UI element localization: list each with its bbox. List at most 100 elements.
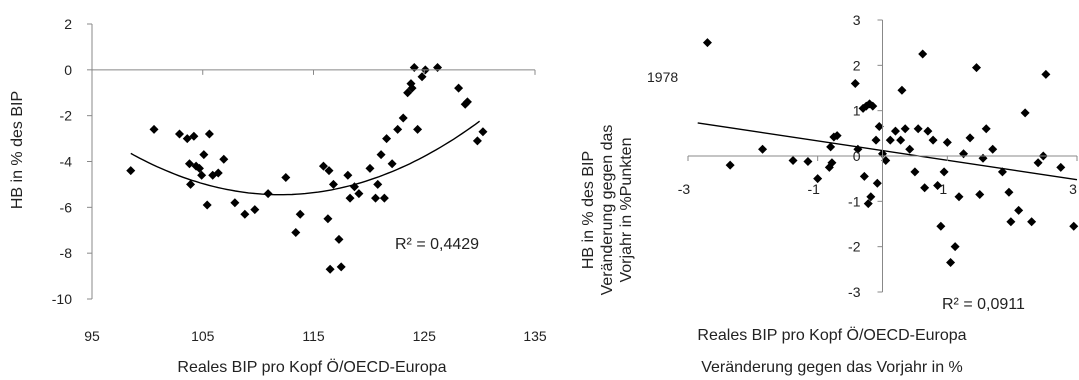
left-r2-label: R² = 0,4429 [395,236,479,253]
left-x-tick-label: 125 [413,328,437,344]
right-data-point [725,160,735,170]
left-y-tick-label: -6 [60,199,73,215]
right-data-point [988,144,998,154]
left-data-point [373,179,383,189]
right-data-point [859,171,869,181]
left-data-point [263,189,273,199]
right-data-point [933,180,943,190]
left-x-axis-title: Reales BIP pro Kopf Ö/OECD-Europa [177,358,446,376]
left-y-axis: -10 -8 -6 -4 -2 0 2 [52,16,93,307]
right-data-point [981,124,991,134]
right-data-point [863,199,873,209]
right-chart: -3 -1 1 3 -3 -2 -1 0 1 2 3 1978 R² = 0,0911 Reale… [580,12,1079,376]
right-y-tick-label: -2 [848,239,861,255]
left-data-point [149,124,159,134]
right-data-point [913,124,923,134]
left-data-point [295,209,305,219]
left-x-tick-label: 115 [302,328,325,344]
left-data-point [194,163,204,173]
right-data-point [1004,187,1014,197]
left-data-point [382,134,392,144]
right-data-point [897,85,907,95]
right-data-point [1014,205,1024,215]
left-data-point [325,264,335,274]
left-y-tick-label: 0 [64,62,72,78]
right-data-point [923,126,933,136]
right-data-point [900,124,910,134]
right-data-point [946,258,956,268]
left-chart: 95 105 115 125 135 -10 -8 -6 -4 -2 0 2 R² = 0,4429… [9,16,547,376]
right-data-point [872,178,882,188]
right-y-axis-title-line-1: HB in % des BIP [580,151,597,269]
left-data-point [376,150,386,160]
left-data-point [354,189,364,199]
left-data-point [462,97,472,107]
left-trendline [130,120,481,196]
left-data-point [343,170,353,180]
right-data-point [972,63,982,73]
left-data-point [250,205,260,215]
left-data-point [407,83,417,93]
right-data-point [850,78,860,88]
left-y-axis-title: HB in % des BIP [9,91,26,209]
right-data-point [905,144,915,154]
right-data-point [1027,217,1037,227]
left-data-point [371,193,381,203]
right-y-axis-title-line-2: Veränderung gegen das [599,125,616,296]
left-points-group [126,63,488,274]
right-data-point [827,158,837,168]
left-data-point [433,63,443,73]
right-data-point [954,192,964,202]
right-data-point [826,142,836,152]
right-data-point [803,156,813,166]
left-y-tick-label: -2 [60,108,73,124]
right-data-point [874,122,884,132]
right-y-tick-label: 3 [853,12,861,28]
right-data-point [832,131,842,141]
left-data-point [291,228,301,238]
right-data-point [758,144,768,154]
left-data-point [199,150,209,160]
right-data-point [702,38,712,48]
left-data-point [349,182,359,192]
left-data-point [204,129,214,139]
right-data-point [1006,217,1016,227]
left-data-point [472,136,482,146]
right-data-point [978,153,988,163]
left-x-tick-label: 95 [84,328,100,344]
left-y-tick-label: -4 [60,154,73,170]
right-data-point [868,101,878,111]
left-data-point [379,193,389,203]
left-data-point [403,88,413,98]
left-data-point [398,113,408,123]
left-data-point [336,262,346,272]
left-x-tick-label: 105 [191,328,215,344]
left-data-point [387,159,397,169]
left-data-point [478,127,488,137]
right-x-tick-label: -1 [807,181,820,197]
left-data-point [281,173,291,183]
right-data-point [890,126,900,136]
right-data-point [936,221,946,231]
right-x-axis-title: Reales BIP pro Kopf Ö/OECD-Europa [697,326,966,344]
right-data-point [950,242,960,252]
left-data-point [189,131,199,141]
right-data-point [813,174,823,184]
right-data-point [866,192,876,202]
right-data-point [942,137,952,147]
left-data-point [318,161,328,171]
right-y-axis-title-line-3: Vorjahr in %Punkten [618,138,635,283]
right-data-point [1020,108,1030,118]
right-x-axis: -3 -1 1 3 [678,155,1078,197]
left-y-tick-label: 2 [64,16,72,32]
right-x-axis-subtitle: Veränderung gegen das Vorjahr in % [701,359,963,376]
right-y-tick-label: 2 [853,57,861,73]
right-y-tick-label: 1 [853,103,861,119]
right-data-point [959,149,969,159]
left-data-point [454,83,464,93]
right-x-tick-label: -3 [678,181,691,197]
right-y-tick-label: -1 [848,193,861,209]
right-y-tick-label: 0 [853,148,861,164]
right-y-axis: -3 -2 -1 0 1 2 3 [848,12,883,300]
